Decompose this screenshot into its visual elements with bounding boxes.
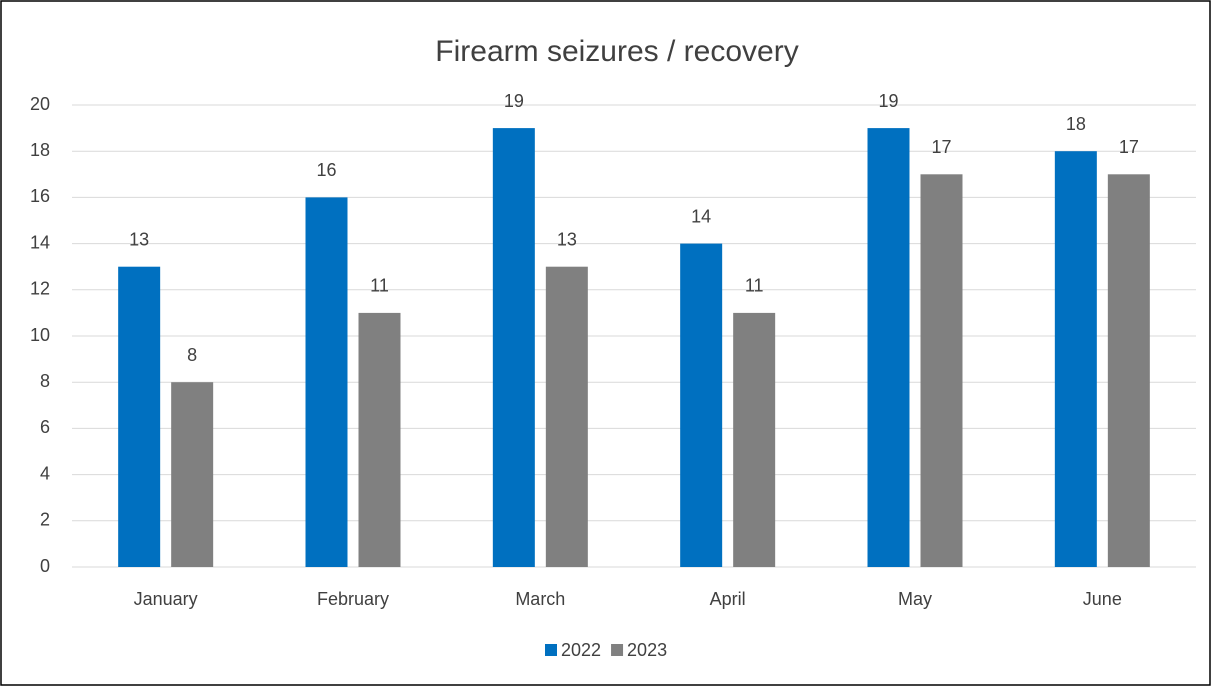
y-tick-label: 4 <box>40 463 50 483</box>
bar <box>1054 151 1097 567</box>
legend-label: 2022 <box>561 640 601 660</box>
bar <box>920 174 963 568</box>
x-tick-label: May <box>898 589 932 609</box>
bar <box>545 266 588 567</box>
data-label: 17 <box>931 137 951 157</box>
data-label: 13 <box>557 229 577 249</box>
data-label: 13 <box>129 229 149 249</box>
legend-swatch <box>545 644 557 656</box>
bar <box>867 128 910 567</box>
x-tick-label: June <box>1083 589 1122 609</box>
bar <box>118 266 161 567</box>
y-tick-label: 14 <box>30 232 50 252</box>
legend-label: 2023 <box>627 640 667 660</box>
y-tick-label: 20 <box>30 94 50 114</box>
data-label: 17 <box>1119 137 1139 157</box>
y-tick-label: 0 <box>40 556 50 576</box>
y-tick-label: 8 <box>40 371 50 391</box>
y-tick-label: 16 <box>30 186 50 206</box>
data-label: 14 <box>691 206 711 226</box>
y-tick-label: 10 <box>30 325 50 345</box>
y-tick-label: 12 <box>30 279 50 299</box>
y-tick-label: 6 <box>40 417 50 437</box>
data-label: 11 <box>370 276 389 296</box>
bar <box>1107 174 1150 568</box>
chart-title: Firearm seizures / recovery <box>435 35 798 68</box>
data-label: 16 <box>316 160 336 180</box>
data-label: 11 <box>745 276 764 296</box>
legend-swatch <box>611 644 624 656</box>
x-tick-label: March <box>515 589 565 609</box>
x-tick-label: January <box>134 589 198 609</box>
bar <box>171 382 214 567</box>
bar <box>733 312 776 567</box>
data-label: 19 <box>504 91 524 111</box>
data-label: 18 <box>1066 114 1086 134</box>
bar <box>358 312 401 567</box>
data-label: 8 <box>187 345 197 365</box>
bar <box>305 197 348 567</box>
x-tick-label: April <box>710 589 746 609</box>
y-tick-label: 18 <box>30 140 50 160</box>
bar <box>492 128 535 567</box>
bar <box>680 243 723 567</box>
data-label: 19 <box>878 91 898 111</box>
x-tick-label: February <box>317 589 389 609</box>
y-tick-label: 2 <box>40 510 50 530</box>
